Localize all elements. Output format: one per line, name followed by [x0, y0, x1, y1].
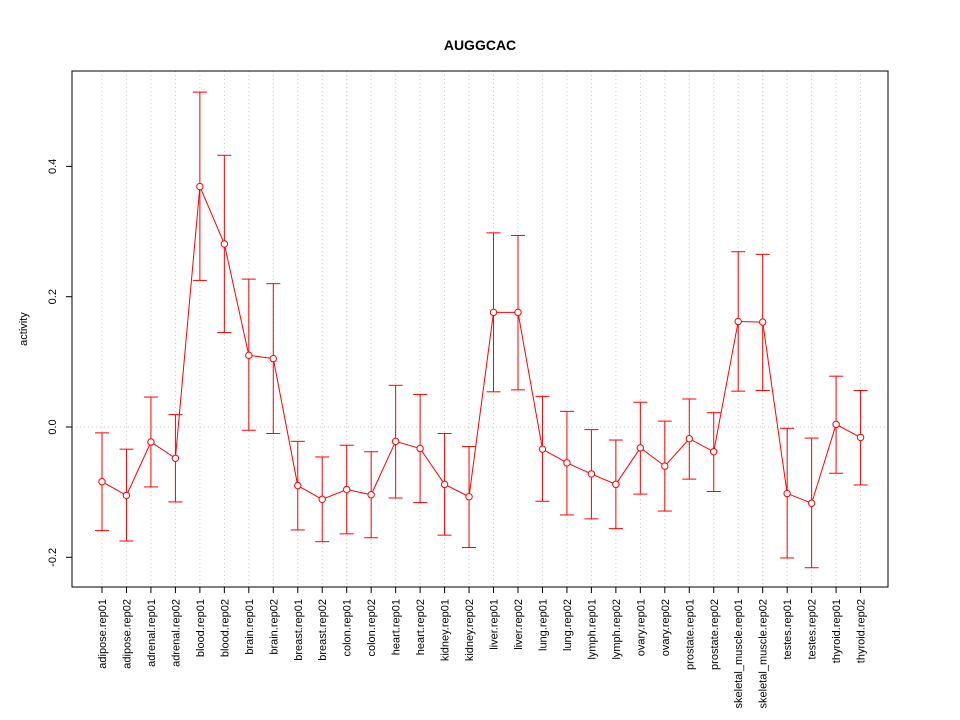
data-point	[489, 308, 498, 317]
x-tick-label: brain.rep01	[244, 599, 256, 655]
series-line	[101, 186, 861, 504]
x-tick-label: lung.rep02	[562, 599, 574, 651]
x-tick-label: breast.rep01	[293, 599, 305, 661]
y-axis-label: activity	[18, 312, 30, 346]
data-point	[98, 478, 106, 486]
data-point	[563, 459, 571, 467]
data-point	[612, 480, 620, 489]
data-series	[95, 91, 868, 569]
x-tick-label: adipose.rep01	[97, 599, 109, 669]
data-point	[416, 444, 424, 453]
plot-frame	[71, 70, 889, 588]
x-tick-label: lung.rep01	[537, 599, 549, 651]
x-tick-label: thyroid.rep01	[831, 599, 843, 663]
data-point	[538, 445, 547, 453]
y-tick-label: 0.2	[47, 289, 59, 304]
x-tick-label: prostate.rep02	[709, 599, 721, 670]
x-tick-label: blood.rep01	[195, 599, 207, 657]
x-tick-label: colon.rep01	[342, 599, 354, 657]
data-point	[122, 491, 131, 500]
data-point	[465, 493, 473, 501]
x-tick-label: liver.rep02	[513, 599, 525, 650]
x-tick-label: prostate.rep01	[684, 599, 696, 670]
x-tick-label: colon.rep02	[366, 599, 378, 657]
data-point	[856, 433, 865, 442]
data-point	[758, 318, 767, 326]
data-point	[636, 444, 645, 452]
x-tick-label: heart.rep01	[391, 599, 403, 655]
x-tick-label: kidney.rep02	[464, 599, 476, 661]
data-point	[318, 495, 326, 504]
data-point	[171, 454, 180, 462]
x-tick-label: adrenal.rep01	[146, 599, 158, 667]
axes: -0.2 0.0 0.2 0.4 adipose.rep01 adipose.rep02 a…	[47, 159, 868, 709]
x-tick-label: brain.rep02	[268, 599, 280, 655]
data-point	[783, 489, 791, 498]
x-tick-label: ovary.rep02	[660, 599, 672, 656]
x-tick-label: thyroid.rep02	[856, 599, 868, 663]
y-tick-label: -0.2	[47, 548, 59, 567]
x-tick-label: skeletal_muscle.rep01	[733, 599, 745, 708]
data-point	[343, 485, 351, 494]
data-point	[734, 317, 742, 326]
data-point	[367, 491, 375, 499]
x-tick-label: adipose.rep02	[121, 599, 133, 669]
x-tick-label: lymph.rep02	[611, 599, 623, 660]
data-point	[587, 470, 596, 478]
x-tick-label: heart.rep02	[415, 599, 427, 655]
data-point	[685, 435, 693, 443]
x-tick-label: skeletal_muscle.rep02	[758, 599, 770, 708]
data-point	[832, 420, 840, 429]
data-point	[514, 308, 522, 317]
x-tick-label: testes.rep02	[807, 599, 819, 660]
data-point	[440, 480, 449, 489]
x-tick-label: adrenal.rep02	[170, 599, 182, 667]
data-point	[710, 448, 718, 456]
x-tick-label: lymph.rep01	[586, 599, 598, 660]
data-point	[391, 437, 400, 446]
x-tick-label: ovary.rep01	[635, 599, 647, 656]
data-point	[807, 499, 816, 507]
data-point	[661, 462, 669, 470]
data-point	[269, 354, 277, 363]
chart-title: AUGGCAC	[444, 37, 516, 53]
grid-lines	[72, 71, 888, 587]
x-tick-label: blood.rep02	[219, 599, 231, 657]
data-point	[220, 240, 229, 248]
x-tick-label: testes.rep01	[782, 599, 794, 660]
data-point	[147, 438, 155, 446]
x-tick-label: liver.rep01	[489, 599, 501, 650]
x-tick-label: kidney.rep01	[440, 599, 452, 661]
data-point	[245, 351, 253, 360]
data-point	[294, 481, 302, 490]
x-tick-label: breast.rep02	[317, 599, 329, 661]
y-tick-label: 0.0	[47, 419, 59, 434]
y-tick-label: 0.4	[47, 159, 59, 174]
data-point	[196, 182, 204, 191]
